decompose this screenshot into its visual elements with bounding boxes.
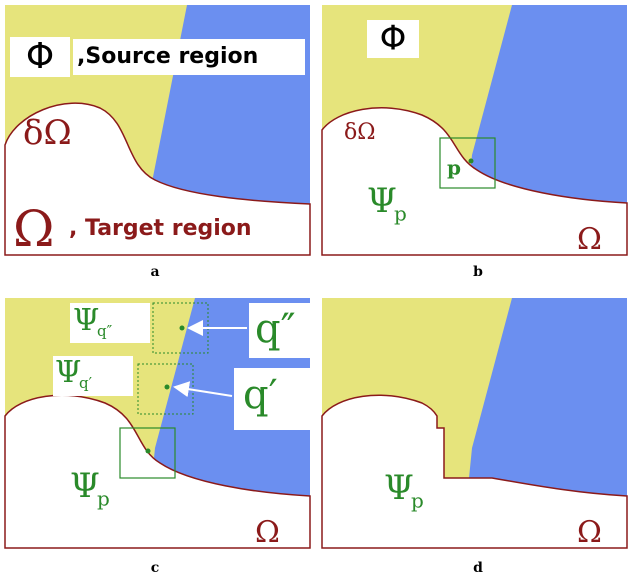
point <box>179 325 185 331</box>
patch-square <box>439 137 496 189</box>
omega: Ω <box>577 222 602 257</box>
label-box <box>70 303 150 343</box>
caption: d <box>473 560 483 576</box>
omega: Ω <box>577 515 602 550</box>
omega: Ω <box>13 200 54 258</box>
patch-label: Ψ <box>384 468 414 508</box>
point <box>145 448 151 454</box>
label-box <box>10 37 70 77</box>
panel-b: Φ δΩ p Ψ p Ω <box>321 5 628 257</box>
target-region <box>321 107 628 256</box>
point-label: p <box>447 156 461 180</box>
caption: a <box>150 264 159 280</box>
patch-label: Ψ <box>367 181 397 221</box>
patch-square <box>119 427 176 479</box>
phi: Φ <box>26 36 54 77</box>
panel-d: Ψ p Ω <box>321 298 628 550</box>
label-box <box>53 356 133 396</box>
label-box <box>73 39 305 75</box>
point-label: q″ <box>255 306 296 352</box>
patch-sub: q″ <box>97 322 113 340</box>
point <box>164 384 170 390</box>
target-label: , Target region <box>69 216 252 241</box>
point <box>468 158 474 164</box>
target-region <box>4 394 311 549</box>
boundary-label: δΩ <box>23 113 72 153</box>
patch-sub: p <box>411 489 424 513</box>
target-region <box>321 394 628 549</box>
boundary-label: δΩ <box>344 120 376 145</box>
patch-label: Ψ <box>73 303 99 338</box>
patch-sub: q′ <box>79 374 93 392</box>
patch-sub: p <box>394 202 407 226</box>
omega: Ω <box>255 515 280 550</box>
point-label: q′ <box>243 372 278 418</box>
caption: b <box>473 264 483 280</box>
label-box <box>367 20 419 58</box>
label-box <box>249 303 313 358</box>
panel-c: q″ q′ Ψ q″ Ψ q′ Ψ p Ω <box>4 298 313 550</box>
patch-sub: p <box>97 487 110 511</box>
patch-label: Ψ <box>55 355 81 390</box>
label-box <box>234 368 310 430</box>
source-label: ,Source region <box>77 44 258 69</box>
target-region <box>4 102 311 256</box>
arrow <box>173 381 233 398</box>
panel-a: Φ ,Source region δΩ Ω , Target region <box>4 5 311 258</box>
caption: c <box>151 560 160 576</box>
phi: Φ <box>380 19 407 59</box>
patch-label: Ψ <box>70 466 100 506</box>
